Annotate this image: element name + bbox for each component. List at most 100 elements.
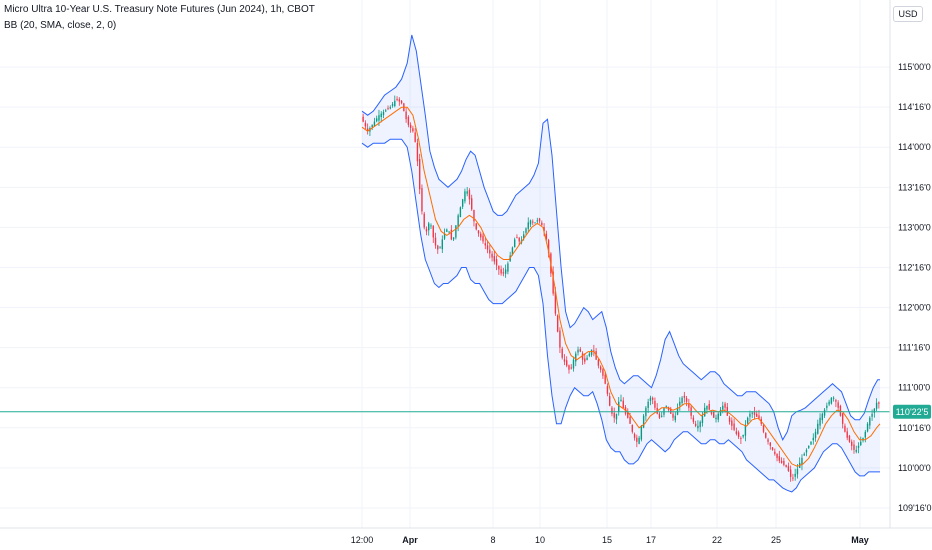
candle-body — [808, 445, 810, 448]
candle-body — [801, 457, 803, 465]
candle-body — [366, 128, 369, 132]
candle-body — [371, 124, 373, 128]
candle-body — [857, 445, 860, 448]
candle-body — [792, 477, 794, 479]
candle-body — [432, 225, 434, 238]
candle-body — [611, 407, 613, 414]
candle-body — [627, 411, 629, 418]
candle-body — [688, 403, 690, 408]
price-tick-label: 113'00'0 — [898, 222, 931, 232]
time-tick-label: Apr — [402, 535, 418, 545]
time-axis[interactable]: 12:00 Apr 8 10 15 17 22 25 May — [351, 535, 869, 545]
candle-body — [846, 431, 848, 438]
price-tick-label: 114'16'0 — [898, 102, 931, 112]
candle-body — [636, 437, 638, 442]
candle-body — [599, 366, 602, 370]
candle-body — [443, 233, 446, 239]
candle-body — [563, 359, 566, 362]
candle-body — [814, 431, 817, 438]
price-axis[interactable]: 109'16'0 110'00'0 110'16'0 111'00'0 111'16'0… — [898, 62, 931, 513]
candle-body — [525, 228, 527, 233]
candle-body — [618, 401, 620, 412]
candle-body — [697, 425, 699, 429]
candle-body — [532, 221, 534, 223]
candle-body — [826, 405, 828, 408]
candle-body — [559, 330, 561, 348]
candle-body — [468, 190, 471, 200]
candle-body — [568, 365, 570, 370]
candle-body — [581, 353, 584, 360]
candle-body — [722, 405, 724, 410]
candle-body — [389, 107, 391, 109]
candle-body — [448, 231, 450, 233]
candle-body — [749, 413, 751, 417]
time-tick-label: 10 — [535, 535, 545, 545]
price-tick-label: 112'00'0 — [898, 303, 931, 313]
time-tick-label: 12:00 — [351, 535, 374, 545]
candle-body — [746, 417, 749, 424]
candle-body — [719, 409, 722, 416]
candle-body — [661, 415, 663, 417]
candle-body — [658, 413, 661, 418]
candle-body — [866, 423, 869, 432]
candle-body — [554, 291, 557, 314]
candle-body — [464, 191, 466, 202]
candle-body — [489, 249, 491, 254]
candle-body — [534, 222, 536, 224]
candle-body — [708, 403, 710, 410]
candle-body — [654, 400, 656, 408]
price-tick-label: 109'16'0 — [898, 503, 931, 513]
indicator-legend[interactable]: BB (20, SMA, close, 2, 0) — [4, 20, 117, 31]
candle-body — [491, 253, 493, 258]
candle-body — [851, 441, 853, 446]
candle-body — [407, 116, 410, 125]
price-tick-label: 115'00'0 — [898, 62, 931, 72]
candle-body — [794, 473, 796, 477]
candle-body — [733, 423, 735, 430]
candle-body — [556, 315, 559, 332]
candle-body — [642, 415, 645, 428]
candle-body — [873, 408, 876, 413]
candle-body — [421, 188, 423, 212]
time-tick-label: 22 — [712, 535, 722, 545]
price-tick-label: 111'16'0 — [898, 343, 930, 353]
candle-body — [744, 424, 747, 436]
currency-label[interactable]: USD — [893, 6, 923, 22]
candle-body — [518, 237, 520, 242]
candle-body — [473, 210, 475, 222]
candle-body — [586, 357, 588, 360]
candle-body — [484, 243, 486, 246]
candle-body — [789, 469, 792, 477]
candle-body — [674, 415, 676, 421]
candle-body — [439, 247, 441, 249]
candle-body — [416, 143, 419, 162]
candle-body — [507, 263, 509, 272]
candle-body — [561, 348, 563, 358]
candle-body — [606, 386, 609, 394]
bollinger-band-fill — [362, 35, 880, 492]
candle-body — [590, 349, 593, 355]
candle-body — [841, 413, 844, 424]
candle-body — [480, 233, 482, 238]
candle-body — [710, 412, 713, 414]
time-tick-label: 8 — [490, 535, 495, 545]
candle-body — [566, 360, 568, 366]
candle-body — [575, 353, 577, 362]
candle-body — [701, 415, 704, 424]
candle-body — [387, 108, 389, 110]
candle-body — [380, 113, 382, 117]
candle-body — [783, 460, 785, 465]
bollinger-lower-line — [361, 138, 880, 493]
candle-body — [629, 416, 631, 424]
candle-body — [787, 466, 790, 471]
last-price-text: 110'22'5 — [896, 407, 929, 417]
candle-body — [649, 397, 652, 401]
candle-body — [724, 403, 726, 408]
chart-title[interactable]: Micro Ultra 10-Year U.S. Treasury Note F… — [4, 4, 315, 15]
candle-body — [513, 239, 516, 248]
candle-body — [767, 439, 769, 442]
candle-body — [832, 397, 835, 399]
candle-body — [810, 441, 812, 445]
price-tick-label: 110'16'0 — [898, 423, 931, 433]
